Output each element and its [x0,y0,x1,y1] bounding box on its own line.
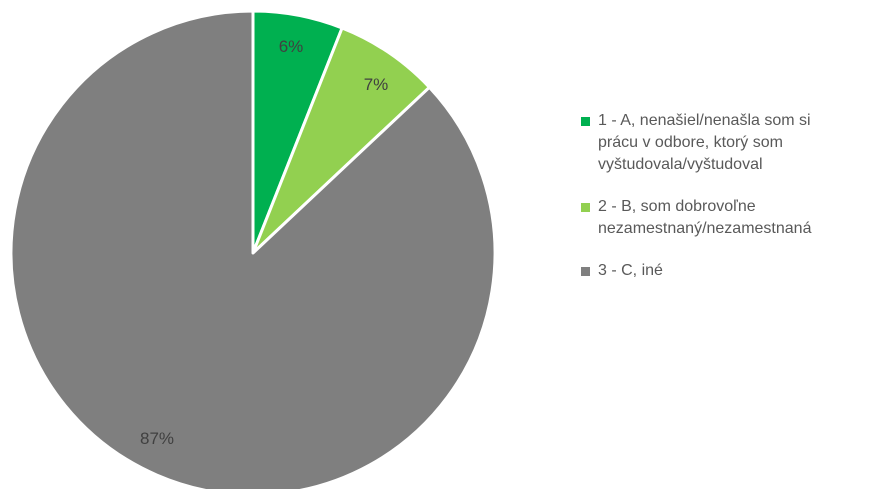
legend-item-2: 2 - B, som dobrovoľne nezamestnaný/nezam… [581,196,895,240]
chart-legend: 1 - A, nenašiel/nenašla som si prácu v o… [581,110,895,302]
legend-swatch-3 [581,267,590,276]
legend-swatch-1 [581,117,590,126]
legend-label-3: 3 - C, iné [598,262,663,279]
legend-label-1: 1 - A, nenašiel/nenašla som si prácu v o… [598,112,811,173]
pie-slice-3 [9,9,497,489]
pie-slice-2 [251,26,431,255]
legend-swatch-2 [581,203,590,212]
pie-chart: 6% 7% 87% [9,9,497,489]
legend-item-3: 3 - C, iné [581,260,895,282]
legend-label-2: 2 - B, som dobrovoľne nezamestnaný/nezam… [598,198,812,237]
data-label-slice-1: 6% [279,37,304,56]
pie-slices [9,9,497,489]
pie-data-labels: 6% 7% 87% [140,37,388,448]
data-label-slice-3: 87% [140,429,174,448]
legend-item-1: 1 - A, nenašiel/nenašla som si prácu v o… [581,110,895,176]
data-label-slice-2: 7% [364,75,389,94]
